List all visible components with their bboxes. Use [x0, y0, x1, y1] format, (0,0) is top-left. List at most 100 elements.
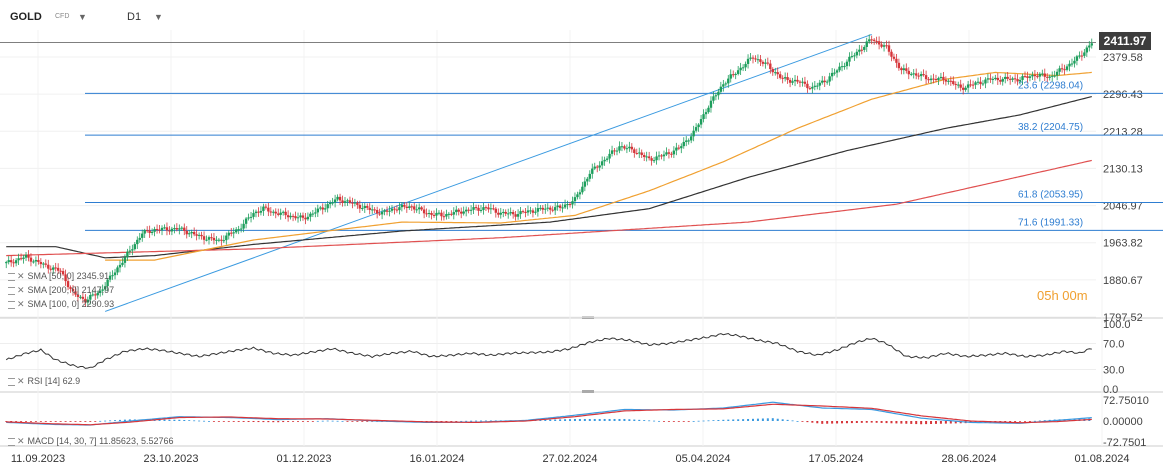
sma100-legend[interactable]: ✕ SMA [100, 0] 2290.93	[8, 299, 114, 310]
macd-histogram-bar	[301, 421, 304, 422]
close-icon[interactable]: ✕	[17, 271, 25, 281]
candle-body	[576, 194, 579, 198]
candle-body	[581, 186, 584, 193]
candle-body	[69, 287, 72, 289]
macd-histogram-bar	[954, 421, 957, 424]
macd-histogram-bar	[34, 421, 37, 422]
settings-icon[interactable]	[8, 286, 15, 295]
candle-body	[793, 79, 797, 82]
sma50-legend[interactable]: ✕ SMA [50, 0] 2345.91	[8, 271, 109, 282]
candle-body	[96, 293, 99, 296]
macd-histogram-bar	[623, 418, 626, 421]
candle-body	[368, 207, 371, 211]
candle-body	[952, 81, 955, 85]
candle-body	[643, 155, 646, 158]
macd-legend[interactable]: ✕ MACD [14, 30, 7] 11.85623, 5.52766	[8, 436, 173, 447]
macd-histogram-bar	[480, 420, 482, 422]
timeframe-dropdown-icon[interactable]: ▼	[154, 12, 163, 22]
macd-histogram-bar	[593, 418, 596, 421]
candle-body	[880, 44, 883, 47]
rsi-legend[interactable]: ✕ RSI [14] 62.9	[8, 376, 80, 387]
rsi-tick-label: 0.0	[1103, 384, 1118, 396]
candle-body	[324, 208, 327, 210]
candle-body	[919, 74, 923, 77]
candle-body	[291, 215, 295, 217]
candle-body	[907, 70, 910, 75]
candle-body	[868, 39, 871, 42]
candle-body	[395, 209, 399, 211]
settings-icon[interactable]	[8, 272, 15, 281]
macd-histogram-bar	[672, 421, 675, 422]
x-tick-label: 01.08.2024	[1074, 453, 1129, 465]
macd-histogram-bar	[890, 421, 893, 424]
candle-body	[835, 70, 839, 73]
candle-body	[1006, 76, 1009, 79]
candle-body	[185, 230, 188, 235]
macd-histogram-bar	[29, 421, 32, 422]
macd-histogram-bar	[687, 421, 690, 422]
sma200-legend[interactable]: ✕ SMA [200, 0] 2147.97	[8, 285, 114, 296]
candle-body	[494, 208, 498, 213]
candle-body	[603, 159, 606, 162]
macd-histogram-bar	[287, 421, 290, 422]
macd-histogram-bar	[198, 420, 201, 422]
candle-body	[885, 45, 888, 47]
candle-body	[289, 215, 292, 218]
candle-body	[561, 207, 564, 209]
candle-body	[29, 257, 33, 262]
candle-body	[692, 130, 695, 137]
settings-icon[interactable]	[8, 377, 15, 386]
timeframe-label[interactable]: D1	[127, 11, 142, 23]
candle-body	[314, 212, 317, 214]
candle-body	[605, 158, 609, 160]
candle-body	[1016, 79, 1019, 82]
symbol-dropdown-icon[interactable]: ▼	[78, 12, 87, 22]
macd-histogram-bar	[1014, 421, 1017, 422]
macd-signal-line	[6, 403, 1092, 426]
candle-body	[779, 74, 782, 78]
candle-body	[239, 228, 243, 230]
candle-body	[19, 258, 23, 260]
settings-icon[interactable]	[8, 300, 15, 309]
close-icon[interactable]: ✕	[17, 436, 25, 446]
close-icon[interactable]: ✕	[17, 299, 25, 309]
candle-body	[99, 290, 102, 294]
candle-body	[808, 88, 812, 90]
candle-body	[1018, 79, 1022, 82]
candle-body	[338, 196, 342, 201]
candle-body	[14, 260, 18, 264]
close-icon[interactable]: ✕	[17, 285, 25, 295]
candle-body	[917, 75, 920, 77]
candle-body	[252, 213, 255, 217]
candle-body	[346, 200, 349, 202]
macd-histogram-bar	[445, 421, 448, 422]
macd-histogram-bar	[870, 421, 873, 423]
candle-body	[217, 239, 221, 241]
candle-body	[175, 228, 179, 230]
candle-body	[984, 79, 987, 84]
candle-body	[1083, 52, 1086, 56]
macd-histogram-bar	[806, 421, 809, 423]
candle-body	[596, 166, 599, 168]
macd-tick-label: -72.7501	[1103, 437, 1146, 449]
candle-body	[403, 204, 406, 207]
macd-histogram-bar	[900, 421, 903, 424]
candle-body	[796, 79, 799, 82]
candle-body	[551, 209, 554, 211]
price-tick-label: 2046.97	[1103, 201, 1143, 213]
settings-icon[interactable]	[8, 437, 15, 446]
candle-body	[860, 49, 863, 51]
macd-histogram-bar	[54, 421, 57, 422]
candle-body	[652, 160, 656, 162]
macd-histogram-bar	[702, 420, 705, 422]
candle-body	[269, 211, 273, 213]
candle-body	[586, 178, 589, 182]
symbol-label[interactable]: GOLD	[10, 11, 42, 23]
close-icon[interactable]: ✕	[17, 376, 25, 386]
candle-body	[682, 141, 685, 147]
candle-body	[640, 152, 643, 156]
candle-body	[588, 173, 591, 179]
candle-body	[437, 212, 441, 214]
macd-histogram-bar	[455, 421, 458, 422]
